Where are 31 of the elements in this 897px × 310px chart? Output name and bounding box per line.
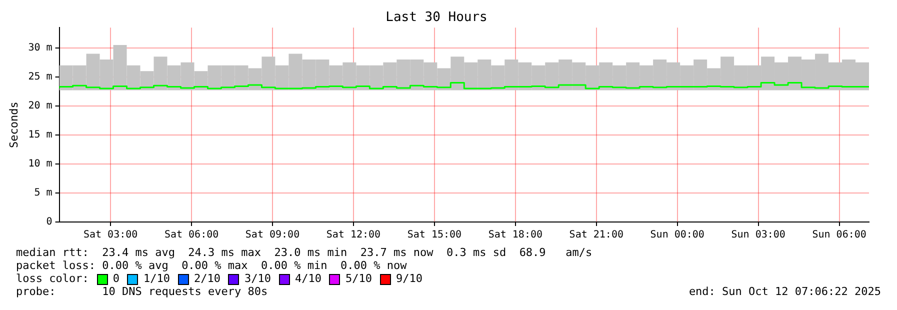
x-tick-label: Sat 18:00: [488, 230, 543, 241]
chart-title: Last 30 Hours: [386, 10, 488, 26]
y-tick-label: 15 m: [28, 130, 52, 141]
y-tick-label: 10 m: [28, 158, 52, 170]
legend-title: loss color:: [16, 272, 89, 286]
legend-label: 2/10: [194, 272, 220, 286]
y-axis-title: Seconds: [7, 102, 20, 148]
legend-label: 4/10: [294, 272, 322, 286]
text: packet loss: 0.00 % avg 0.00 % max 0.00 % min 0.00 % now: [16, 259, 407, 273]
x-tick-label: Sat 09:00: [245, 230, 300, 241]
x-tick-label: Sun 00:00: [650, 230, 704, 241]
legend-label: 9/10: [396, 272, 422, 286]
x-tick-label: Sat 15:00: [407, 230, 462, 241]
legend-label: 0: [112, 272, 120, 286]
x-tick-label: Sat 03:00: [83, 230, 138, 241]
y-tick-label: 30 m: [28, 42, 52, 54]
x-tick-label: Sat 06:00: [164, 230, 219, 241]
legend-label: 5/10: [345, 272, 372, 286]
x-tick-label: Sat 12:00: [326, 230, 381, 241]
x-tick-label: Sat 21:00: [569, 230, 624, 241]
y-tick-label: 5 m: [34, 188, 52, 199]
y-tick-label: 0: [46, 216, 52, 228]
text: median rtt: 23.4 ms avg 24.3 ms max 23.0 ms min 23.7 ms now 0.3 ms sd 68.9 am/s: [16, 246, 592, 260]
legend-label: 3/10: [244, 272, 271, 286]
y-tick-label: 20 m: [28, 100, 52, 112]
text: end: Sun Oct 12 07:06:22 2025: [688, 285, 881, 299]
y-tick-label: 25 m: [28, 72, 52, 83]
text: probe: 10 DNS requests every 80s: [16, 285, 268, 299]
x-tick-label: Sun 03:00: [731, 230, 786, 241]
legend-label: 1/10: [143, 272, 170, 286]
x-tick-label: Sun 06:00: [812, 230, 866, 241]
